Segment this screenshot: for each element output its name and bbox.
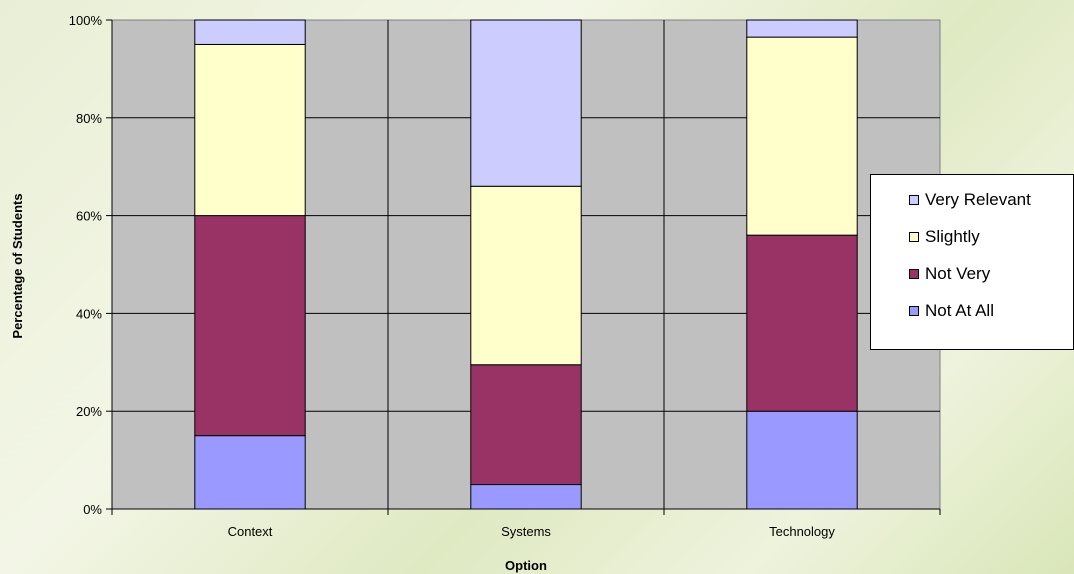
bar-not-at-all xyxy=(194,435,306,510)
y-tick-label: 100% xyxy=(69,13,103,28)
legend-swatch xyxy=(909,231,919,242)
y-tick-label: 20% xyxy=(76,404,102,419)
bar-slightly xyxy=(194,43,306,217)
x-tick-label: Systems xyxy=(501,524,551,539)
x-axis-title: Option xyxy=(505,558,547,573)
legend-swatch xyxy=(909,305,919,316)
bar-not-at-all xyxy=(746,410,858,510)
y-tick-label: 80% xyxy=(76,111,102,126)
chart-legend: Very Relevant Slightly Not Very Not At All xyxy=(870,174,1074,350)
x-tick-label: Context xyxy=(228,524,273,539)
legend-item: Slightly xyxy=(909,218,1073,255)
bar-not-at-all xyxy=(470,484,582,510)
bar-very-relevant xyxy=(470,19,582,187)
y-tick-label: 60% xyxy=(76,209,102,224)
legend-label: Not At All xyxy=(925,300,994,320)
legend-label: Very Relevant xyxy=(925,189,1031,209)
legend-item: Not Very xyxy=(909,255,1073,292)
legend-swatch xyxy=(909,268,919,279)
bar-not-very xyxy=(194,215,306,437)
bar-slightly xyxy=(470,185,582,366)
bar-not-very xyxy=(470,364,582,486)
y-axis-title: Percentage of Students xyxy=(10,193,25,338)
legend-swatch xyxy=(909,194,919,205)
plot-area: 0% 20% 40% 60% 80% 100% Context Systems Technolo… xyxy=(69,13,941,539)
y-tick-label: 0% xyxy=(83,502,102,517)
bar-very-relevant xyxy=(194,19,306,45)
bar-slightly xyxy=(746,36,858,236)
y-tick-label: 40% xyxy=(76,306,102,321)
legend-item: Very Relevant xyxy=(909,181,1073,218)
legend-item: Not At All xyxy=(909,292,1073,329)
legend-label: Not Very xyxy=(925,263,991,283)
bar-very-relevant xyxy=(746,19,858,38)
x-tick-label: Technology xyxy=(769,524,835,539)
legend-label: Slightly xyxy=(925,226,980,246)
bar-not-very xyxy=(746,234,858,412)
